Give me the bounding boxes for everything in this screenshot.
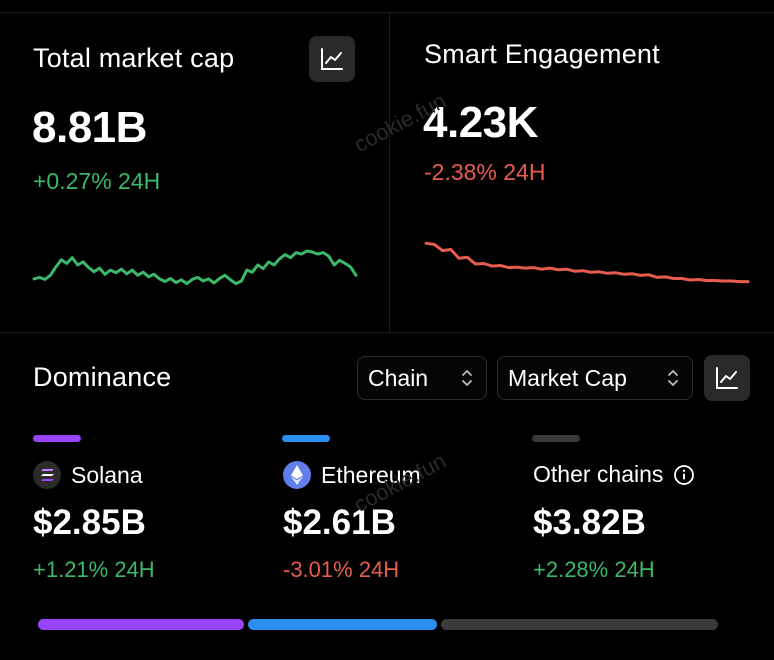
engagement-value: 4.23K xyxy=(423,98,538,147)
ethereum-change: -3.01% 24H xyxy=(283,557,400,582)
metric-select-label: Market Cap xyxy=(508,364,627,391)
chain-select-label: Chain xyxy=(368,364,429,391)
chevron-up-down-icon xyxy=(668,370,678,386)
chain-select[interactable]: Chain xyxy=(357,356,487,400)
market-cap-panel: Total market cap 8.81B +0.27% 24H xyxy=(0,12,390,332)
ethereum-value: $2.61B xyxy=(283,503,396,542)
engagement-change: -2.38% 24H xyxy=(424,159,546,185)
ethereum-label: Ethereum xyxy=(283,461,421,489)
other-chains-value: $3.82B xyxy=(533,503,646,542)
metric-select[interactable]: Market Cap xyxy=(497,356,693,400)
dominance-panel: Dominance Chain Market Cap Solana $2.85B… xyxy=(0,332,774,660)
market-cap-change: +0.27% 24H xyxy=(33,168,161,194)
market-cap-value: 8.81B xyxy=(32,103,147,152)
engagement-sparkline xyxy=(424,241,750,284)
other-chains-change: +2.28% 24H xyxy=(533,557,655,582)
engagement-title: Smart Engagement xyxy=(424,39,660,69)
market-cap-title: Total market cap xyxy=(33,43,235,73)
solana-icon xyxy=(33,461,61,489)
market-cap-series-line xyxy=(32,249,358,286)
solana-change: +1.21% 24H xyxy=(33,557,155,582)
info-icon[interactable] xyxy=(673,464,695,486)
solana-name: Solana xyxy=(71,461,143,488)
ethereum-icon xyxy=(283,461,311,489)
dominance-title: Dominance xyxy=(33,362,172,392)
ethereum-name: Ethereum xyxy=(321,461,421,488)
distribution-segment-ethereum xyxy=(248,619,438,630)
distribution-segment-solana xyxy=(38,619,245,630)
solana-value: $2.85B xyxy=(33,503,146,542)
market-cap-chart-button[interactable] xyxy=(309,36,355,82)
ethereum-legend-bar xyxy=(282,435,330,442)
dominance-chart-button[interactable] xyxy=(704,355,750,401)
distribution-segment-other-chains xyxy=(441,619,718,630)
chevron-up-down-icon xyxy=(462,370,472,386)
engagement-panel: Smart Engagement 4.23K -2.38% 24H xyxy=(390,12,774,332)
market-cap-sparkline xyxy=(32,249,358,286)
line-chart-icon xyxy=(716,367,738,389)
other-chains-name: Other chains xyxy=(533,461,664,487)
engagement-series-line xyxy=(424,241,750,284)
line-chart-icon xyxy=(321,48,343,70)
solana-legend-bar xyxy=(33,435,81,442)
other-chains-label: Other chains xyxy=(533,461,695,488)
other-chains-legend-bar xyxy=(532,435,580,442)
solana-label: Solana xyxy=(33,461,143,489)
